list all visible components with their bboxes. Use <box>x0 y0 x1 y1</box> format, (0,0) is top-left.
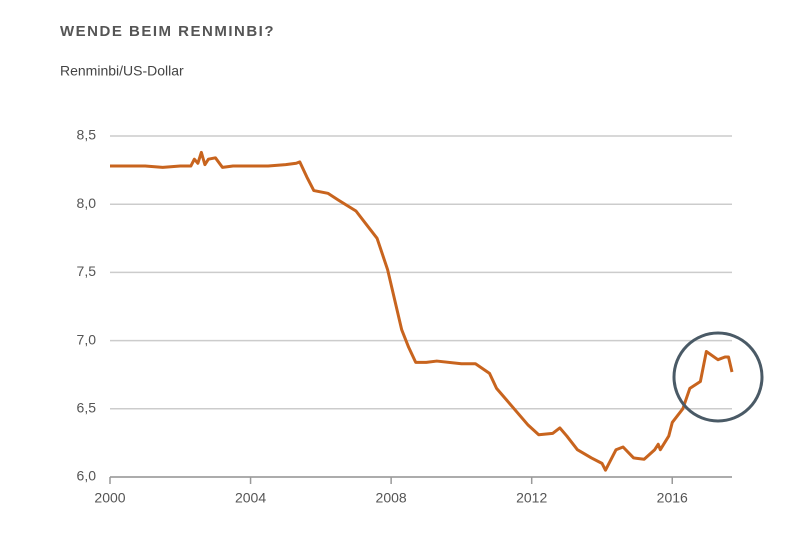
y-tick-label: 8,0 <box>77 195 97 211</box>
chart-subtitle: Renminbi/US-Dollar <box>60 63 184 79</box>
chart-title: WENDE BEIM RENMINBI? <box>60 23 275 40</box>
y-tick-label: 7,5 <box>77 263 97 279</box>
x-tick-label: 2008 <box>376 490 407 506</box>
y-tick-label: 6,0 <box>77 468 97 484</box>
x-tick-label: 2004 <box>235 490 266 506</box>
x-tick-label: 2000 <box>94 490 125 506</box>
y-tick-label: 8,5 <box>77 127 97 143</box>
highlight-circle <box>672 331 764 423</box>
x-tick-label: 2016 <box>657 490 688 506</box>
y-tick-label: 6,5 <box>77 400 97 416</box>
data-line <box>110 150 734 472</box>
y-tick-label: 7,0 <box>77 331 97 347</box>
x-tick-label: 2012 <box>516 490 547 506</box>
